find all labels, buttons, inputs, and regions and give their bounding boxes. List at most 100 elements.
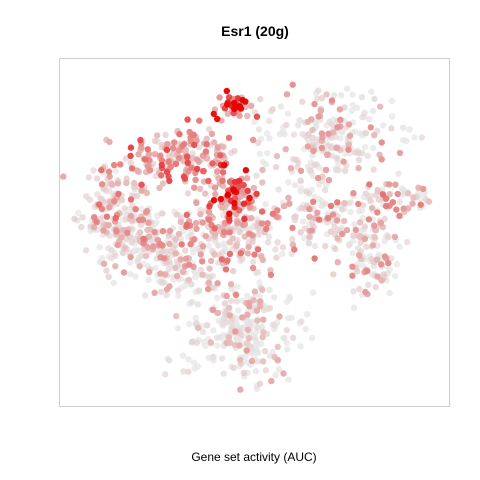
data-point <box>262 201 269 208</box>
data-point <box>355 207 363 215</box>
data-point <box>322 242 329 250</box>
data-point <box>200 338 207 346</box>
data-point <box>249 264 257 272</box>
data-point <box>309 126 316 134</box>
data-point <box>214 144 221 151</box>
data-point <box>96 244 103 251</box>
data-point <box>173 272 181 280</box>
data-point <box>336 106 343 113</box>
data-point <box>380 271 387 278</box>
data-point <box>293 156 300 164</box>
data-point <box>289 241 297 248</box>
data-point <box>313 122 320 130</box>
data-point <box>283 339 290 346</box>
data-point <box>273 254 280 261</box>
data-point <box>301 235 308 242</box>
data-point <box>246 303 253 310</box>
data-point <box>188 164 195 171</box>
data-point <box>405 205 412 212</box>
data-point <box>237 386 244 393</box>
data-point <box>348 107 356 115</box>
data-point <box>227 281 235 288</box>
data-point <box>355 200 362 208</box>
data-point <box>345 146 352 153</box>
data-point <box>146 226 153 233</box>
data-point <box>269 321 277 328</box>
data-point <box>145 276 152 283</box>
data-point <box>308 334 316 342</box>
data-point <box>369 204 376 212</box>
data-point <box>350 237 357 244</box>
data-point <box>174 325 182 332</box>
data-point <box>306 213 313 220</box>
data-point <box>119 249 127 257</box>
data-point <box>406 126 413 133</box>
data-point <box>256 150 263 158</box>
data-point <box>152 264 159 272</box>
data-point <box>178 241 185 248</box>
data-point <box>225 94 233 101</box>
data-point <box>297 229 304 236</box>
data-point <box>143 207 151 215</box>
data-point <box>381 238 388 245</box>
data-point <box>284 110 292 117</box>
data-point <box>191 236 198 243</box>
data-point <box>325 177 333 184</box>
data-point <box>223 339 230 346</box>
data-point <box>103 213 111 220</box>
data-point <box>314 95 321 103</box>
data-point <box>214 280 221 287</box>
data-point <box>113 228 120 235</box>
data-point <box>310 198 317 205</box>
data-point <box>176 131 183 138</box>
data-point <box>183 211 190 219</box>
data-point <box>122 155 129 162</box>
data-point <box>358 94 366 101</box>
data-point <box>138 205 145 212</box>
data-point <box>392 273 399 280</box>
data-point <box>261 347 269 355</box>
data-point <box>356 285 363 293</box>
data-point <box>251 288 259 295</box>
data-point <box>375 251 383 258</box>
data-point <box>340 158 347 165</box>
data-point <box>330 92 338 99</box>
data-point <box>233 298 241 305</box>
data-point <box>289 81 296 88</box>
data-point <box>341 200 348 207</box>
data-point <box>229 235 236 242</box>
data-point <box>382 202 390 210</box>
data-point <box>230 186 237 193</box>
data-point <box>311 100 318 108</box>
data-point <box>256 292 264 300</box>
data-point <box>162 371 169 378</box>
data-point <box>303 188 310 195</box>
data-point <box>268 377 275 385</box>
data-point <box>343 226 351 234</box>
data-point <box>106 198 114 205</box>
data-point <box>163 146 171 154</box>
data-point <box>379 191 386 198</box>
data-point <box>105 273 112 281</box>
data-point <box>274 239 281 246</box>
data-point <box>249 238 256 245</box>
data-point <box>381 215 388 223</box>
data-point <box>241 215 248 222</box>
data-point <box>127 271 134 278</box>
data-point <box>361 235 368 243</box>
data-point <box>234 283 241 290</box>
data-point <box>114 180 122 187</box>
data-point <box>235 183 242 191</box>
data-point <box>131 180 138 187</box>
data-point <box>138 144 145 151</box>
data-point <box>378 156 385 163</box>
data-point <box>193 199 200 206</box>
data-point <box>206 203 213 210</box>
data-point <box>210 110 217 118</box>
data-point <box>190 359 198 366</box>
data-point <box>60 173 67 180</box>
data-point <box>269 105 276 113</box>
data-point <box>341 104 348 111</box>
data-point <box>208 130 216 138</box>
data-point <box>167 163 174 171</box>
